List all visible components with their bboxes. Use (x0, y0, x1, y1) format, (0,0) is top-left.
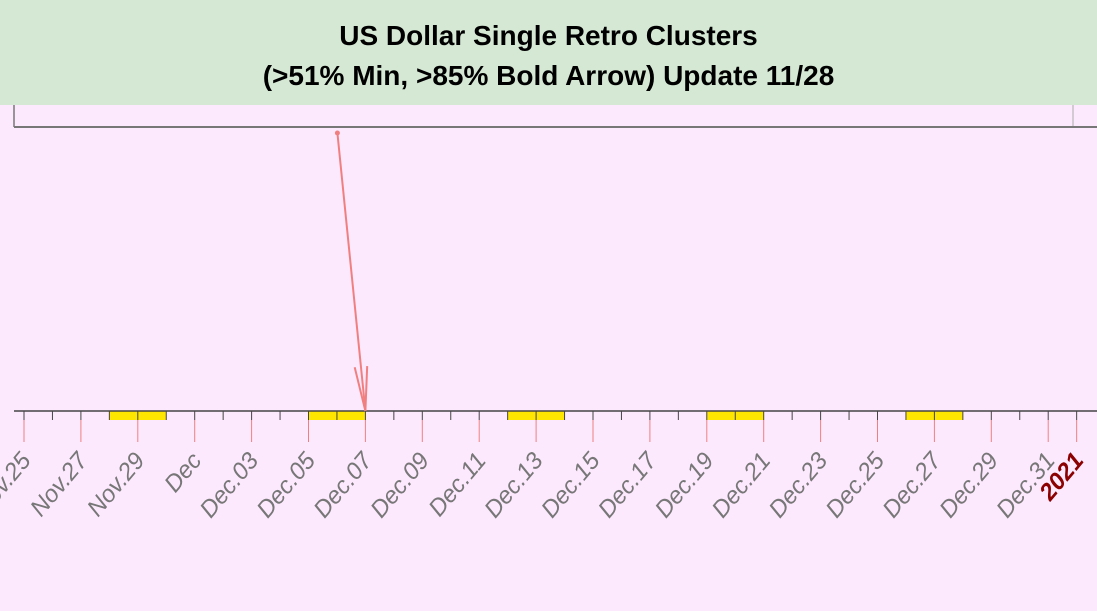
date-label-2: Nov.29 (82, 448, 150, 522)
date-label-13: Dec.21 (707, 448, 777, 524)
title-box: US Dollar Single Retro Clusters (>51% Mi… (0, 0, 1097, 105)
arrows-layer (334, 130, 369, 412)
date-label-17: Dec.29 (934, 448, 1004, 524)
date-label-5: Dec.05 (252, 447, 322, 523)
date-label-1: Nov.27 (25, 446, 94, 522)
date-label-12: Dec.19 (650, 448, 720, 524)
date-label-7: Dec.09 (365, 448, 435, 524)
date-label-15: Dec.25 (821, 447, 891, 523)
chart-title-line1: US Dollar Single Retro Clusters (339, 20, 758, 51)
date-label-14: Dec.23 (764, 447, 834, 523)
minor-ticks-layer (23, 411, 1078, 420)
major-ticks-layer (23, 420, 1078, 442)
date-label-3: Dec (159, 448, 207, 498)
arrow-head-right (364, 365, 369, 412)
date-label-4: Dec.03 (195, 447, 265, 523)
chart-title-line2: (>51% Min, >85% Bold Arrow) Update 11/28 (262, 60, 835, 91)
date-label-10: Dec.15 (536, 447, 606, 523)
date-label-6: Dec.07 (308, 446, 379, 523)
date-label-16: Dec.27 (877, 446, 948, 523)
date-label-9: Dec.13 (479, 447, 549, 523)
date-label-8: Dec.11 (423, 448, 491, 522)
date-label-11: Dec.17 (593, 446, 664, 523)
arrow-head-left (353, 367, 367, 412)
arrow-0 (334, 130, 369, 412)
arrow-shaft (336, 132, 367, 412)
